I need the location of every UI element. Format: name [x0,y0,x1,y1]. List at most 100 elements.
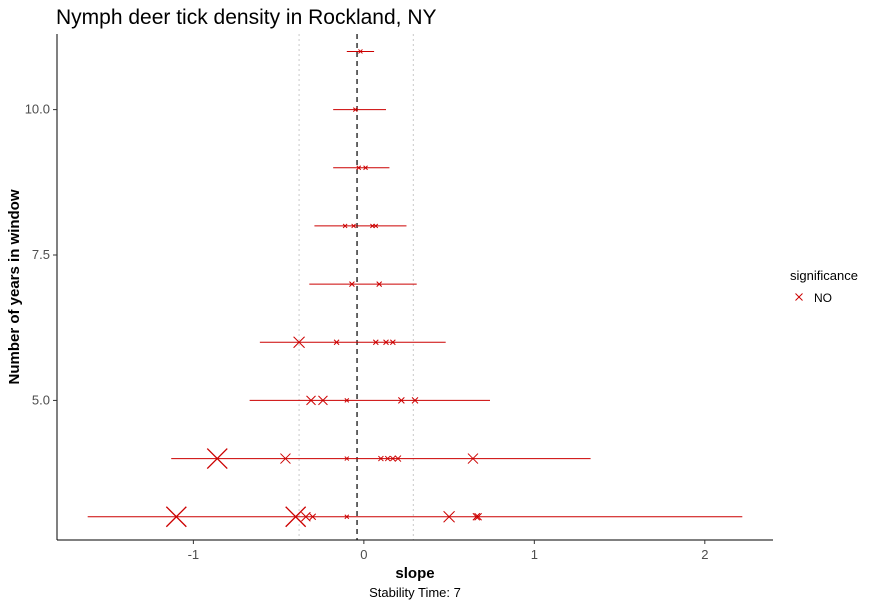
marker-stroke [206,448,228,470]
x-axis-ticks: -1 0 1 2 [188,540,708,562]
slope-point-marker [474,512,482,521]
legend-key-x-marker [795,293,803,301]
marker-stroke [384,455,391,462]
slope-point-marker [344,456,350,461]
slope-point-marker [333,339,340,346]
marker-stroke [293,336,305,349]
window-row-3 [87,506,743,528]
slope-point-marker [293,336,305,349]
slope-point-marker [206,448,228,470]
slope-point-marker [280,453,291,464]
slope-point-marker [351,223,356,229]
slope-point-marker [383,339,389,346]
slope-point-marker [411,397,419,404]
marker-stroke [352,107,358,112]
x-tick-label: 2 [701,547,708,562]
marker-stroke [318,395,328,406]
marker-stroke [342,223,348,229]
marker-stroke [306,395,316,406]
slope-point-marker [467,453,479,464]
marker-stroke [363,165,368,171]
slope-point-marker [165,506,187,528]
reference-lines [298,34,414,540]
slope-point-marker [370,223,375,229]
slope-point-marker [344,398,350,403]
slope-point-marker [363,165,368,171]
marker-stroke [351,223,356,229]
y-tick-label: 5.0 [32,392,50,407]
slope-point-marker [309,513,317,521]
marker-stroke [344,456,350,461]
legend: significance NO [790,268,858,305]
legend-label-no: NO [814,291,832,305]
marker-stroke [472,512,481,521]
marker-stroke [165,506,187,528]
slope-point-marker [443,510,455,523]
marker-stroke [356,165,362,171]
slope-point-marker [349,281,355,287]
slope-point-marker [318,395,328,406]
marker-stroke [443,510,455,523]
chart-title: Nymph deer tick density in Rockland, NY [56,6,437,29]
marker-stroke [358,49,363,54]
slope-point-marker [342,223,348,229]
marker-stroke [333,339,340,346]
legend-x-marker [795,293,803,301]
slope-point-marker [398,397,405,404]
slope-point-marker [378,455,384,462]
x-axis-title: slope [395,565,434,582]
marker-stroke [394,455,402,462]
marker-stroke [795,293,803,301]
marker-stroke [376,281,383,287]
slope-point-marker [394,455,402,462]
marker-stroke [373,223,379,229]
slope-point-marker [306,395,316,406]
marker-stroke [378,455,384,462]
slope-point-marker [389,339,396,346]
slope-point-marker [472,512,481,521]
marker-stroke [370,223,375,229]
y-tick-label: 7.5 [32,247,50,262]
marker-stroke [467,453,479,464]
marker-stroke [411,397,419,404]
slope-point-marker [356,165,362,171]
window-row-5 [249,395,491,406]
slope-point-marker [301,511,311,522]
marker-stroke [398,397,405,404]
marker-stroke [309,513,317,521]
marker-stroke [285,506,307,528]
marker-stroke [389,339,396,346]
slope-point-marker [285,506,307,528]
marker-stroke [372,339,379,346]
marker-stroke [349,281,355,287]
slope-point-marker [344,514,350,520]
slope-point-marker [384,455,391,462]
window-row-7 [309,281,417,287]
legend-title: significance [790,268,858,283]
marker-stroke [383,339,389,346]
slope-windows [87,49,743,528]
window-row-6 [259,336,446,349]
window-row-11 [346,49,375,54]
x-tick-label: -1 [188,547,200,562]
slope-point-marker [389,455,396,462]
marker-stroke [301,511,311,522]
slope-point-marker [372,339,379,346]
marker-stroke [389,455,396,462]
marker-stroke [344,398,350,403]
window-row-10 [333,107,387,112]
window-row-4 [171,448,591,470]
slope-point-marker [352,107,358,112]
axes [56,34,773,541]
marker-stroke [280,453,291,464]
y-axis-title: Number of years in window [6,189,23,384]
y-tick-label: 10.0 [25,102,50,117]
x-tick-label: 1 [531,547,538,562]
y-axis-ticks: 5.0 7.5 10.0 [25,102,57,407]
x-tick-label: 0 [360,547,367,562]
marker-stroke [344,514,350,520]
slope-point-marker [376,281,383,287]
slope-point-marker [358,49,363,54]
